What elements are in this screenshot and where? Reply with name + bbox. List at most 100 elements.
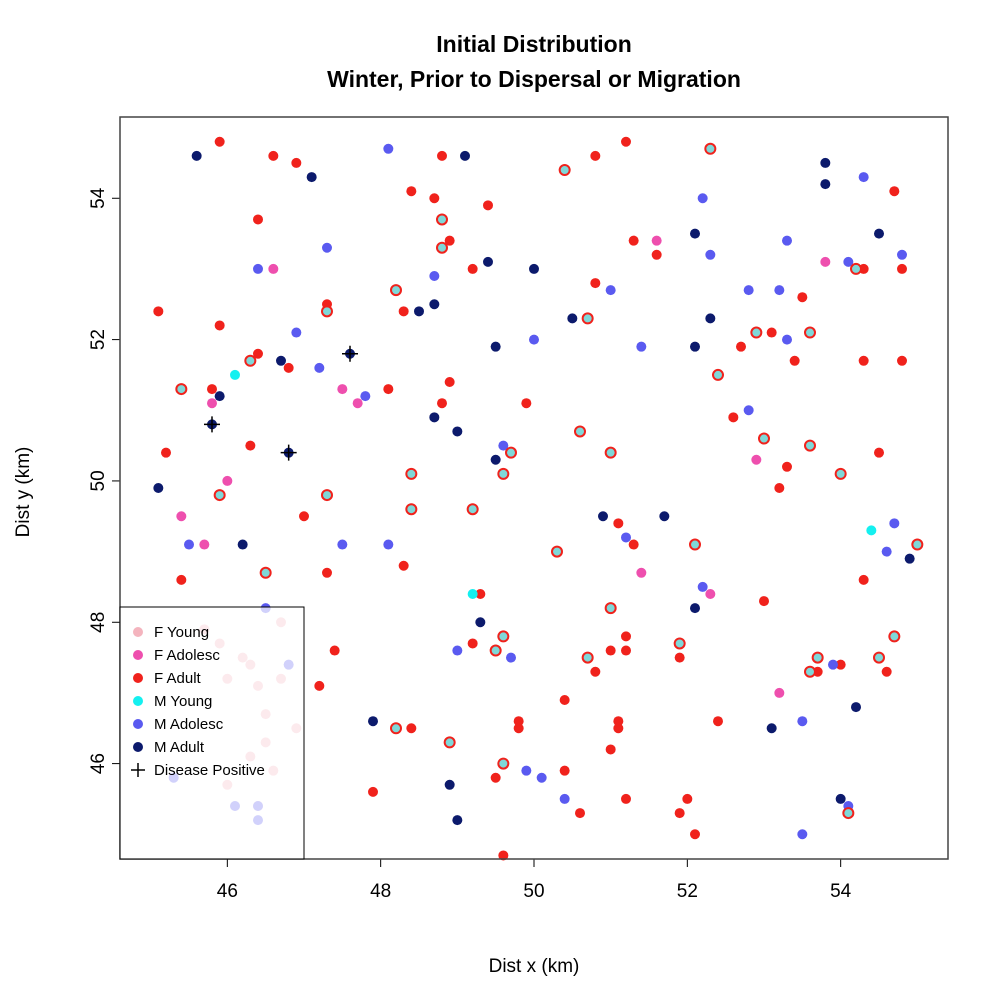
data-point [521, 398, 532, 409]
data-point [268, 150, 279, 161]
data-point [835, 659, 846, 670]
data-point [851, 702, 861, 713]
y-tick-label: 50 [88, 470, 109, 491]
data-point [651, 249, 662, 260]
data-point [782, 334, 792, 345]
plus-marker [342, 345, 358, 362]
data-point [774, 687, 785, 698]
data-point [490, 341, 501, 352]
series-f-adolesc [176, 235, 831, 698]
data-point [483, 200, 493, 211]
data-point [513, 716, 524, 727]
data-point [889, 518, 900, 529]
ringed-point [873, 651, 885, 664]
data-point [575, 808, 585, 819]
data-point [682, 793, 693, 804]
data-point [498, 440, 509, 451]
data-point [437, 398, 447, 409]
legend-box [119, 606, 305, 860]
ringed-point [850, 262, 862, 275]
data-point [598, 511, 608, 522]
legend-swatch [133, 627, 143, 637]
data-point [452, 815, 463, 826]
ringed-point [321, 305, 333, 318]
data-point [291, 157, 302, 168]
legend-swatch [133, 742, 143, 752]
data-point [322, 242, 332, 253]
ringed-point [804, 326, 816, 339]
series-m-young [230, 369, 877, 599]
data-point [636, 341, 647, 352]
data-point [904, 553, 915, 564]
x-tick-label: 52 [677, 881, 698, 902]
data-point [782, 235, 792, 246]
data-point [214, 320, 225, 331]
data-point [222, 475, 233, 486]
data-point [322, 567, 332, 578]
x-tick-label: 46 [217, 881, 238, 902]
data-point [690, 228, 700, 239]
data-point [437, 150, 447, 161]
ringed-point [551, 545, 563, 558]
data-point [621, 631, 631, 642]
data-point [314, 362, 325, 373]
data-point [329, 645, 340, 656]
ringed-point [758, 432, 770, 445]
data-point [406, 723, 417, 734]
data-point [368, 716, 378, 727]
data-point [414, 306, 424, 317]
data-point [674, 652, 685, 663]
legend-swatch [133, 650, 143, 660]
ringed-point [574, 425, 586, 438]
data-point [444, 779, 455, 790]
data-point [276, 355, 286, 366]
data-point [820, 179, 831, 190]
ringed-points [175, 142, 924, 820]
data-point [406, 186, 417, 197]
data-point [475, 617, 486, 628]
data-point [444, 377, 455, 387]
data-point [475, 589, 486, 599]
ringed-point [834, 467, 847, 480]
ringed-point [466, 503, 479, 516]
data-point [467, 638, 478, 649]
data-point [352, 398, 363, 409]
data-point [291, 327, 302, 338]
data-point [245, 440, 256, 451]
data-point [214, 136, 225, 147]
data-point [429, 299, 440, 310]
ringed-point [489, 644, 502, 657]
legend-label: F Adult [154, 670, 202, 687]
ringed-point [804, 665, 816, 678]
ringed-point [712, 368, 724, 381]
data-point [383, 539, 394, 550]
ringed-point [673, 637, 686, 650]
data-point [253, 348, 263, 359]
data-point [230, 369, 240, 380]
data-point [559, 765, 570, 776]
data-point [483, 256, 493, 267]
y-tick-label: 52 [88, 329, 109, 350]
data-point [797, 829, 808, 840]
data-point [743, 405, 754, 416]
data-point [559, 695, 570, 705]
data-point [628, 235, 639, 246]
axes: 46 48 50 52 54 46 48 50 52 54 [88, 187, 852, 902]
data-point [590, 150, 601, 161]
data-point [383, 384, 394, 395]
data-point [429, 271, 440, 281]
ringed-point [405, 467, 418, 480]
data-point [690, 603, 700, 614]
data-point [429, 193, 440, 204]
data-point [559, 793, 570, 804]
legend-label: Disease Positive [154, 762, 265, 779]
data-point [820, 256, 831, 267]
data-point [429, 412, 440, 423]
data-point [797, 716, 808, 727]
data-point [766, 327, 777, 338]
x-tick-label: 54 [830, 881, 852, 902]
data-point [506, 652, 516, 663]
data-point [690, 341, 700, 352]
chart-subtitle: Winter, Prior to Dispersal or Migration [327, 66, 741, 92]
ringed-point [704, 142, 717, 155]
